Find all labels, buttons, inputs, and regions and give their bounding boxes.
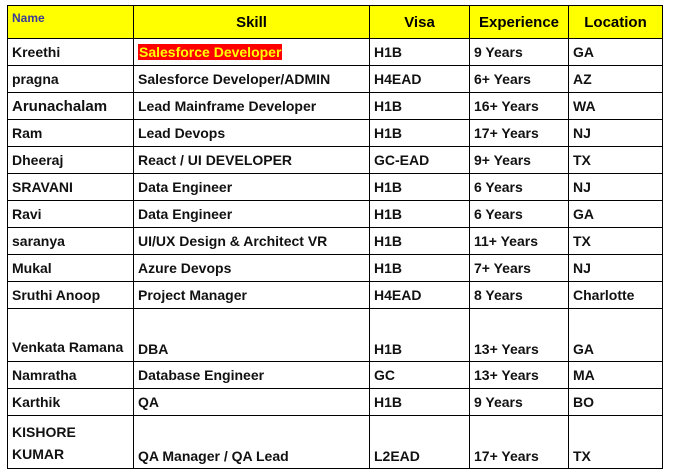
cell-name: Mukal — [7, 254, 134, 282]
cell-name: Ram — [7, 119, 134, 147]
table-row: Ravi Data Engineer H1B 6 Years GA — [7, 200, 663, 228]
cell-name: Arunachalam — [7, 92, 134, 120]
cell-location: TX — [568, 227, 663, 255]
cell-name: saranya — [7, 227, 134, 255]
cell-location: NJ — [568, 119, 663, 147]
cell-experience: 11+ Years — [469, 227, 569, 255]
cell-experience: 6+ Years — [469, 65, 569, 93]
cell-name: Venkata Ramana — [7, 308, 134, 362]
cell-experience: 9 Years — [469, 388, 569, 416]
cell-visa: GC — [369, 361, 470, 389]
table-row: Kreethi Salesforce Developer H1B 9 Years… — [7, 38, 663, 66]
header-experience: Experience — [469, 5, 569, 39]
cell-skill: QA — [133, 388, 370, 416]
cell-experience: 9 Years — [469, 38, 569, 66]
cell-name: Dheeraj — [7, 146, 134, 174]
table-row: Dheeraj React / UI DEVELOPER GC-EAD 9+ Y… — [7, 146, 663, 174]
cell-experience: 7+ Years — [469, 254, 569, 282]
cell-skill: Salesforce Developer/ADMIN — [133, 65, 370, 93]
cell-experience: 13+ Years — [469, 361, 569, 389]
cell-name: SRAVANI — [7, 173, 134, 201]
cell-skill: Azure Devops — [133, 254, 370, 282]
cell-skill: Database Engineer — [133, 361, 370, 389]
cell-name: Kreethi — [7, 38, 134, 66]
cell-name: Namratha — [7, 361, 134, 389]
cell-experience: 8 Years — [469, 281, 569, 309]
table-row: Sruthi Anoop Project Manager H4EAD 8 Yea… — [7, 281, 663, 309]
cell-location: AZ — [568, 65, 663, 93]
cell-visa: GC-EAD — [369, 146, 470, 174]
cell-name: pragna — [7, 65, 134, 93]
table-row: pragna Salesforce Developer/ADMIN H4EAD … — [7, 65, 663, 93]
cell-visa: H1B — [369, 173, 470, 201]
cell-location: TX — [568, 415, 663, 469]
cell-visa: H1B — [369, 254, 470, 282]
cell-location: MA — [568, 361, 663, 389]
cell-location: TX — [568, 146, 663, 174]
header-row: Name Skill Visa Experience Location — [7, 5, 663, 39]
cell-name: KISHORE KUMAR — [7, 415, 134, 469]
cell-location: GA — [568, 200, 663, 228]
cell-location: NJ — [568, 173, 663, 201]
table-row: Namratha Database Engineer GC 13+ Years … — [7, 361, 663, 389]
cell-experience: 6 Years — [469, 200, 569, 228]
cell-skill: Salesforce Developer — [133, 38, 370, 66]
cell-location: GA — [568, 308, 663, 362]
cell-skill: Data Engineer — [133, 200, 370, 228]
table-row: Ram Lead Devops H1B 17+ Years NJ — [7, 119, 663, 147]
cell-visa: H1B — [369, 92, 470, 120]
header-skill: Skill — [133, 5, 370, 39]
cell-skill: UI/UX Design & Architect VR — [133, 227, 370, 255]
cell-experience: 17+ Years — [469, 119, 569, 147]
cell-location: WA — [568, 92, 663, 120]
cell-skill: Lead Devops — [133, 119, 370, 147]
cell-skill: DBA — [133, 308, 370, 362]
cell-visa: L2EAD — [369, 415, 470, 469]
cell-location: GA — [568, 38, 663, 66]
highlighted-skill: Salesforce Developer — [138, 43, 283, 60]
table-row: KISHORE KUMAR QA Manager / QA Lead L2EAD… — [7, 415, 663, 469]
cell-skill: QA Manager / QA Lead — [133, 415, 370, 469]
cell-location: Charlotte — [568, 281, 663, 309]
cell-name: Sruthi Anoop — [7, 281, 134, 309]
cell-visa: H1B — [369, 38, 470, 66]
cell-visa: H1B — [369, 227, 470, 255]
table-row: Mukal Azure Devops H1B 7+ Years NJ — [7, 254, 663, 282]
cell-skill: Data Engineer — [133, 173, 370, 201]
table-row: Arunachalam Lead Mainframe Developer H1B… — [7, 92, 663, 120]
cell-experience: 9+ Years — [469, 146, 569, 174]
cell-experience: 17+ Years — [469, 415, 569, 469]
cell-visa: H1B — [369, 119, 470, 147]
cell-visa: H1B — [369, 308, 470, 362]
cell-experience: 6 Years — [469, 173, 569, 201]
cell-experience: 16+ Years — [469, 92, 569, 120]
cell-visa: H1B — [369, 200, 470, 228]
table-row: saranya UI/UX Design & Architect VR H1B … — [7, 227, 663, 255]
cell-location: NJ — [568, 254, 663, 282]
table-row: SRAVANI Data Engineer H1B 6 Years NJ — [7, 173, 663, 201]
cell-name: Karthik — [7, 388, 134, 416]
header-visa: Visa — [369, 5, 470, 39]
cell-skill: React / UI DEVELOPER — [133, 146, 370, 174]
cell-location: BO — [568, 388, 663, 416]
cell-visa: H4EAD — [369, 65, 470, 93]
cell-visa: H4EAD — [369, 281, 470, 309]
table-row: Karthik QA H1B 9 Years BO — [7, 388, 663, 416]
cell-skill: Project Manager — [133, 281, 370, 309]
cell-name: Ravi — [7, 200, 134, 228]
cell-visa: H1B — [369, 388, 470, 416]
header-location: Location — [568, 5, 663, 39]
header-name: Name — [7, 5, 134, 39]
cell-skill: Lead Mainframe Developer — [133, 92, 370, 120]
cell-experience: 13+ Years — [469, 308, 569, 362]
table-row: Venkata Ramana DBA H1B 13+ Years GA — [7, 308, 663, 362]
candidate-table: Name Skill Visa Experience Location Kree… — [7, 5, 663, 469]
